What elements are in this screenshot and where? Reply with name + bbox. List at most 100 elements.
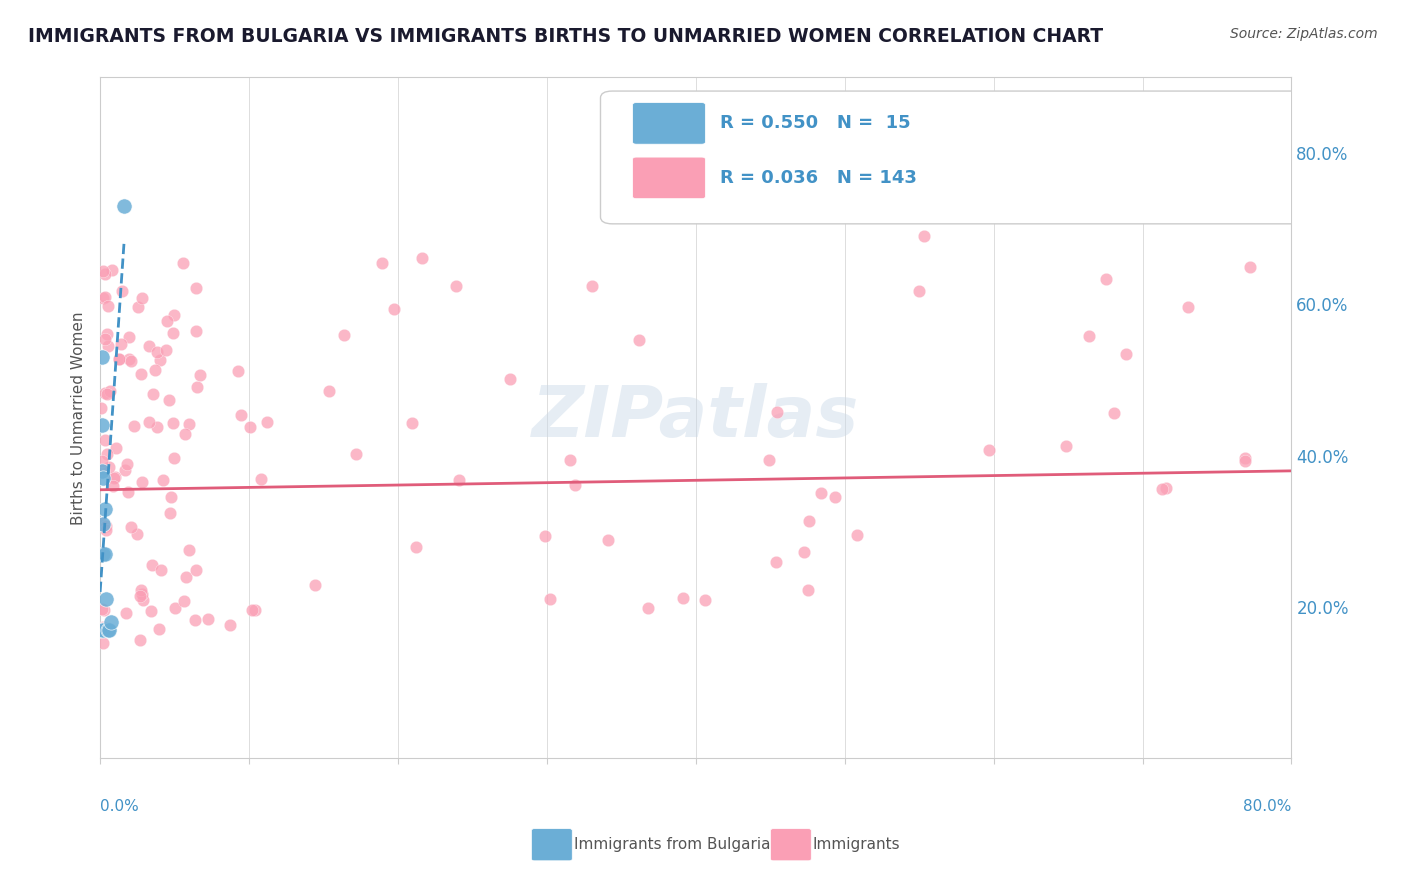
- Point: [534, 528, 557, 542]
- Text: Source: ZipAtlas.com: Source: ZipAtlas.com: [1230, 27, 1378, 41]
- Point: [145, 344, 167, 359]
- Point: [197, 612, 219, 626]
- Point: [1095, 272, 1118, 286]
- Point: [766, 405, 789, 419]
- Point: [129, 632, 152, 647]
- Point: [96, 447, 118, 461]
- Point: [174, 569, 197, 583]
- Point: [131, 586, 153, 600]
- Text: Immigrants from Bulgaria: Immigrants from Bulgaria: [574, 838, 770, 852]
- Point: [444, 279, 467, 293]
- Point: [131, 475, 153, 489]
- Point: [162, 451, 184, 466]
- Point: [793, 545, 815, 559]
- Point: [108, 351, 131, 366]
- Point: [1054, 440, 1077, 454]
- Point: [1104, 406, 1126, 420]
- Point: [91, 291, 114, 305]
- FancyBboxPatch shape: [633, 103, 706, 145]
- Point: [188, 368, 211, 383]
- Point: [91, 471, 114, 485]
- Point: [627, 333, 650, 347]
- Point: [93, 267, 115, 281]
- Point: [173, 593, 195, 607]
- Point: [90, 464, 112, 478]
- Point: [148, 622, 170, 636]
- Point: [344, 447, 367, 461]
- Point: [127, 527, 149, 541]
- Point: [93, 501, 115, 516]
- Point: [159, 490, 181, 504]
- Point: [758, 453, 780, 467]
- Point: [96, 387, 118, 401]
- Point: [165, 601, 187, 615]
- Point: [304, 578, 326, 592]
- Point: [97, 339, 120, 353]
- Point: [129, 589, 152, 603]
- Point: [184, 614, 207, 628]
- Point: [132, 593, 155, 607]
- Point: [131, 582, 153, 597]
- Point: [538, 591, 561, 606]
- Text: R = 0.036   N = 143: R = 0.036 N = 143: [720, 169, 917, 186]
- Point: [256, 415, 278, 429]
- Point: [1154, 481, 1177, 495]
- Point: [558, 452, 581, 467]
- Point: [174, 427, 197, 442]
- Point: [184, 281, 207, 295]
- Point: [145, 420, 167, 434]
- Point: [101, 479, 124, 493]
- Point: [98, 460, 121, 475]
- Point: [115, 457, 138, 471]
- Y-axis label: Births to Unmarried Women: Births to Unmarried Women: [72, 311, 86, 524]
- Point: [637, 600, 659, 615]
- Point: [177, 417, 200, 431]
- Point: [105, 441, 128, 455]
- Point: [172, 256, 194, 270]
- Point: [810, 485, 832, 500]
- Point: [138, 339, 160, 353]
- Text: Immigrants: Immigrants: [813, 838, 900, 852]
- Point: [100, 615, 122, 629]
- Point: [240, 603, 263, 617]
- Point: [104, 470, 127, 484]
- Point: [149, 353, 172, 368]
- FancyBboxPatch shape: [633, 157, 706, 199]
- Point: [93, 603, 115, 617]
- Point: [1233, 454, 1256, 468]
- Point: [596, 533, 619, 548]
- Point: [91, 462, 114, 476]
- Point: [98, 384, 121, 399]
- Text: 80.0%: 80.0%: [1243, 799, 1292, 814]
- Point: [155, 343, 177, 357]
- Point: [332, 328, 354, 343]
- Point: [229, 409, 252, 423]
- Point: [120, 354, 142, 368]
- Point: [139, 604, 162, 618]
- Point: [695, 593, 717, 607]
- Point: [1152, 483, 1174, 497]
- Point: [90, 516, 112, 531]
- Point: [245, 603, 267, 617]
- Point: [129, 367, 152, 381]
- Point: [94, 290, 117, 304]
- Point: [186, 380, 208, 394]
- Point: [89, 546, 111, 560]
- Point: [98, 623, 121, 637]
- Point: [141, 558, 163, 573]
- Point: [797, 583, 820, 598]
- Point: [177, 542, 200, 557]
- Point: [581, 279, 603, 293]
- Point: [138, 415, 160, 429]
- Point: [94, 592, 117, 607]
- Point: [131, 291, 153, 305]
- Point: [103, 471, 125, 485]
- Point: [1077, 329, 1099, 343]
- Point: [91, 621, 114, 635]
- Point: [94, 523, 117, 537]
- Point: [90, 454, 112, 468]
- Point: [824, 490, 846, 504]
- Point: [184, 324, 207, 338]
- Point: [1239, 260, 1261, 274]
- Point: [120, 520, 142, 534]
